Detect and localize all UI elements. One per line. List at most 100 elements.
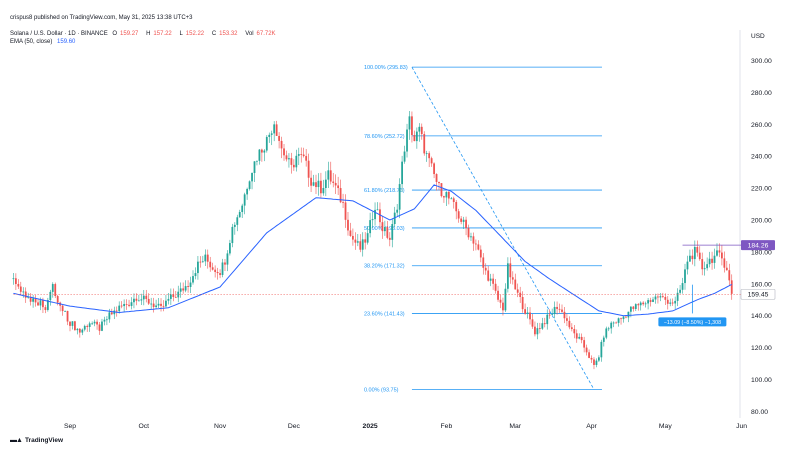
candle-body bbox=[204, 254, 207, 262]
candle-body bbox=[364, 239, 367, 243]
candle-body bbox=[260, 149, 263, 153]
candle-body bbox=[172, 294, 175, 297]
candle-body bbox=[128, 304, 130, 306]
candle-body bbox=[137, 300, 140, 302]
candle-body bbox=[652, 299, 654, 302]
candle-body bbox=[514, 279, 517, 290]
candlesticks bbox=[12, 110, 733, 370]
candle-body bbox=[361, 239, 364, 250]
candle-body bbox=[256, 160, 258, 162]
candle-body bbox=[147, 298, 150, 304]
candle-body bbox=[233, 224, 236, 227]
candle-body bbox=[445, 191, 448, 198]
candle-body bbox=[536, 328, 539, 335]
candle-body bbox=[566, 318, 568, 321]
candle-body bbox=[413, 135, 416, 142]
candle-body bbox=[320, 180, 322, 194]
measure-box bbox=[658, 317, 727, 327]
candle-body bbox=[610, 322, 613, 329]
candle-body bbox=[145, 295, 148, 299]
candle-body bbox=[708, 258, 711, 265]
candle-body bbox=[81, 329, 84, 333]
candle-body bbox=[231, 226, 234, 244]
candle-body bbox=[69, 321, 71, 326]
candle-body bbox=[526, 312, 529, 314]
candle-body bbox=[664, 296, 667, 300]
ema-legend-label: EMA (50, close) bbox=[10, 39, 53, 45]
candle-body bbox=[332, 181, 335, 183]
candle-body bbox=[634, 304, 637, 309]
candle-body bbox=[165, 300, 167, 307]
candle-body bbox=[563, 311, 566, 319]
candle-body bbox=[556, 306, 558, 309]
candle-body bbox=[42, 300, 44, 308]
symbol-title[interactable]: Solana / U.S. Dollar · 1D · BINANCE bbox=[10, 31, 108, 37]
x-tick-label: Feb bbox=[441, 423, 453, 430]
candle-body bbox=[558, 308, 561, 310]
candle-body bbox=[199, 261, 202, 263]
candle-body bbox=[457, 211, 460, 219]
candle-body bbox=[278, 135, 280, 141]
candle-body bbox=[78, 328, 81, 333]
fibonacci-retracement[interactable]: 100.00% (295.83) 78.60% (252.72) 61.80% (2… bbox=[364, 65, 602, 393]
candle-body bbox=[570, 327, 573, 329]
candle-body bbox=[315, 182, 317, 188]
candle-body bbox=[322, 188, 325, 194]
candle-body bbox=[273, 124, 276, 134]
x-tick-label: May bbox=[659, 423, 672, 430]
candle-body bbox=[201, 261, 204, 263]
candle-body bbox=[543, 323, 546, 325]
candle-body bbox=[676, 292, 679, 301]
fib-level-label: 100.00% (295.83) bbox=[364, 65, 408, 71]
candle-body bbox=[243, 194, 246, 206]
candle-body bbox=[713, 255, 716, 263]
candle-body bbox=[366, 233, 369, 243]
candle-body bbox=[238, 212, 241, 218]
candle-body bbox=[49, 291, 52, 301]
candle-body bbox=[17, 283, 20, 287]
fib-trend-line bbox=[411, 66, 595, 390]
candle-body bbox=[356, 241, 359, 243]
y-tick-label: 280.00 bbox=[751, 90, 772, 97]
ema-legend[interactable]: EMA (50, close) 159.60 bbox=[10, 38, 78, 46]
candle-body bbox=[376, 209, 379, 211]
candle-body bbox=[270, 133, 273, 135]
candle-body bbox=[155, 305, 157, 307]
candle-body bbox=[625, 316, 627, 318]
candle-body bbox=[305, 156, 308, 161]
candle-body bbox=[37, 302, 39, 306]
fib-level-label: 38.20% (171.32) bbox=[364, 264, 405, 270]
candle-body bbox=[290, 158, 293, 165]
ohlc-high: H 157.22 bbox=[146, 31, 172, 37]
candle-body bbox=[288, 158, 290, 160]
candle-body bbox=[123, 304, 126, 307]
candle-body bbox=[157, 303, 160, 306]
candle-body bbox=[497, 290, 499, 300]
fib-level-label: 78.60% (252.72) bbox=[364, 134, 405, 140]
candle-body bbox=[521, 297, 524, 310]
candle-body bbox=[192, 276, 194, 283]
y-tick-label: 240.00 bbox=[751, 154, 772, 161]
candle-body bbox=[162, 305, 165, 307]
candle-body bbox=[462, 219, 465, 222]
candle-body bbox=[275, 124, 278, 136]
candle-body bbox=[76, 328, 79, 331]
candle-body bbox=[179, 288, 182, 292]
candle-body bbox=[391, 224, 394, 240]
candle-body bbox=[649, 300, 652, 302]
candle-body bbox=[482, 257, 485, 268]
candle-body bbox=[504, 288, 507, 311]
candle-body bbox=[334, 182, 337, 186]
candle-body bbox=[354, 239, 357, 243]
y-tick-label: 140.00 bbox=[751, 313, 772, 320]
tradingview-logo[interactable]: ▬▲ TradingView bbox=[10, 437, 63, 444]
ohlc-open: O 159.27 bbox=[112, 31, 139, 37]
candle-body bbox=[602, 337, 605, 342]
candle-body bbox=[347, 219, 349, 231]
candle-body bbox=[669, 302, 672, 304]
candle-body bbox=[698, 252, 701, 260]
candle-body bbox=[98, 324, 101, 331]
y-axis: 300.00 280.00 260.00 240.00 220.00 200.00 180.… bbox=[751, 58, 772, 416]
candle-body bbox=[339, 188, 342, 203]
